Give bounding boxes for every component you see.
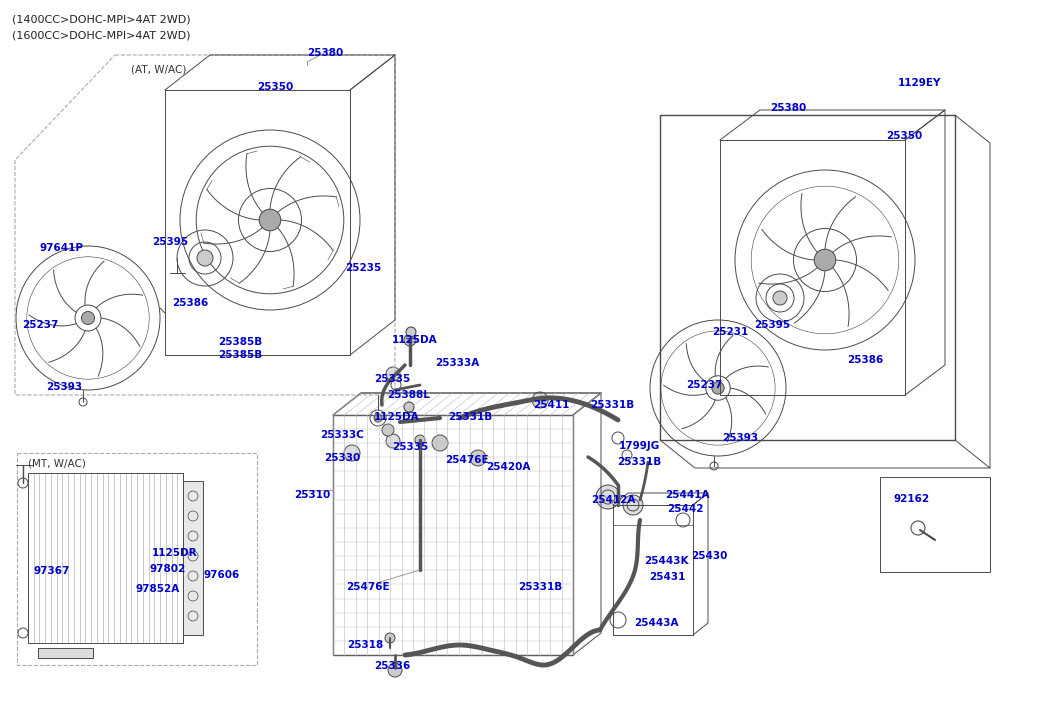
Text: 25385B: 25385B [218,337,263,347]
Text: (1400CC>DOHC-MPI>4AT 2WD): (1400CC>DOHC-MPI>4AT 2WD) [12,15,190,25]
Circle shape [386,434,400,448]
Text: 25386: 25386 [172,298,208,308]
Text: 25350: 25350 [257,82,293,92]
Circle shape [404,334,416,346]
Circle shape [385,633,395,643]
Text: 25443K: 25443K [644,556,689,566]
Text: 97852A: 97852A [136,584,181,594]
Text: 25395: 25395 [754,320,790,330]
Text: 25237: 25237 [22,320,58,330]
Text: 97367: 97367 [34,566,70,576]
Text: 25385B: 25385B [218,350,263,360]
Circle shape [712,382,724,394]
Bar [38,648,92,658]
Text: 25412A: 25412A [591,495,636,505]
Text: 25476E: 25476E [345,582,390,592]
Bar [880,477,990,572]
Text: 25231: 25231 [712,327,748,337]
Text: 25237: 25237 [686,380,723,390]
Circle shape [432,435,448,451]
Circle shape [197,250,213,266]
Text: 92162: 92162 [893,494,929,504]
Circle shape [470,450,486,466]
Text: 25388L: 25388L [387,390,429,400]
Circle shape [374,414,382,422]
Circle shape [404,402,414,412]
Circle shape [623,495,643,515]
Text: 25331B: 25331B [448,412,492,422]
Text: 25335: 25335 [374,374,410,384]
Text: (MT, W/AC): (MT, W/AC) [28,458,86,468]
Text: 1129EY: 1129EY [898,78,942,88]
Text: 25430: 25430 [691,551,727,561]
Bar [183,481,203,635]
Text: 25393: 25393 [46,382,82,392]
Text: 25420A: 25420A [486,462,530,472]
Text: 25393: 25393 [722,433,758,443]
Text: 25331B: 25331B [518,582,562,592]
Bar [660,115,955,440]
Text: 25386: 25386 [847,355,883,365]
Text: 25442: 25442 [667,504,704,514]
Text: 25476E: 25476E [445,455,489,465]
Text: 25395: 25395 [152,237,188,247]
Text: 25235: 25235 [345,263,382,273]
Text: 25431: 25431 [649,572,686,582]
Circle shape [382,424,394,436]
Text: 1799JG: 1799JG [619,441,660,451]
Text: (AT, W/AC): (AT, W/AC) [131,65,186,75]
Text: 25350: 25350 [885,131,923,141]
Text: 25333C: 25333C [320,430,364,440]
Text: 1125DR: 1125DR [152,548,198,558]
Circle shape [82,312,95,324]
Text: 25411: 25411 [533,400,570,410]
Circle shape [532,392,549,408]
Circle shape [415,435,425,445]
Text: 25331B: 25331B [617,457,661,467]
Bar [17,453,257,665]
Text: 25335: 25335 [392,442,428,452]
Text: 1125DA: 1125DA [392,335,438,345]
Text: 25380: 25380 [307,48,343,58]
Circle shape [814,249,836,270]
Text: 25331B: 25331B [590,400,635,410]
Circle shape [344,445,360,461]
Text: (1600CC>DOHC-MPI>4AT 2WD): (1600CC>DOHC-MPI>4AT 2WD) [12,30,190,40]
Text: 25318: 25318 [347,640,384,650]
Circle shape [773,291,787,305]
Circle shape [388,663,402,677]
Circle shape [259,209,281,230]
Text: 25443A: 25443A [634,618,678,628]
Circle shape [406,327,416,337]
Text: 25330: 25330 [324,453,360,463]
Text: 25310: 25310 [294,490,331,500]
Text: 25441A: 25441A [665,490,709,500]
Text: 25336: 25336 [374,661,410,671]
Circle shape [596,485,620,509]
Text: 25380: 25380 [770,103,806,113]
Text: 97641P: 97641P [40,243,84,253]
Text: 25333A: 25333A [435,358,479,368]
Text: 1125DA: 1125DA [374,412,420,422]
Text: 97606: 97606 [204,570,240,580]
Text: 97802: 97802 [149,564,185,574]
Circle shape [386,367,400,381]
